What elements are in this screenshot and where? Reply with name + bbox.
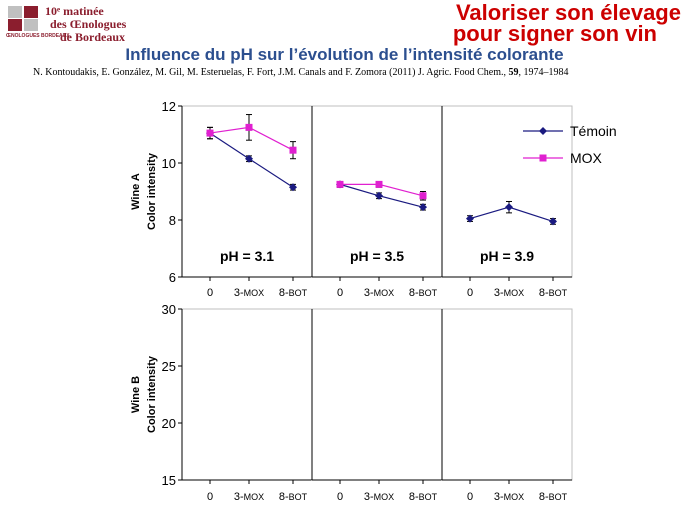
y-tick-label: 6 xyxy=(169,270,176,285)
x-tick-label: 0 xyxy=(467,287,473,299)
x-tick-label: 3-MOX xyxy=(364,287,394,299)
slide-title: Influence du pH sur l’évolution de l’int… xyxy=(125,45,564,64)
y-axis-label-color-intensity: Color intensity xyxy=(146,152,158,230)
oenologues-emblem-icon xyxy=(8,6,38,31)
data-point-temoin xyxy=(375,191,383,200)
x-tick-label: 3-MOX xyxy=(234,287,264,299)
legend-marker-mox xyxy=(539,154,547,162)
x-tick-label: 3-MOX xyxy=(234,491,264,503)
data-point-temoin xyxy=(466,214,474,223)
y-axis-label-wine: Wine B xyxy=(130,376,142,413)
x-tick-label: 8-BOT xyxy=(409,287,438,299)
data-point-temoin xyxy=(245,154,253,163)
y-axis-label-wine: Wine A xyxy=(130,173,142,210)
y-tick-label: 12 xyxy=(162,99,176,114)
x-tick-label: 8-BOT xyxy=(279,491,308,503)
data-point-temoin xyxy=(419,203,427,212)
logo-line-2: des Œnologues xyxy=(50,17,127,31)
y-tick-label: 20 xyxy=(162,416,176,431)
x-tick-label: 0 xyxy=(337,287,343,299)
x-tick-label: 8-BOT xyxy=(409,491,438,503)
y-tick-label: 30 xyxy=(162,302,176,317)
x-tick-label: 0 xyxy=(337,491,343,503)
x-tick-label: 8-BOT xyxy=(539,491,568,503)
y-tick-label: 10 xyxy=(162,156,176,171)
data-point-mox xyxy=(289,146,297,154)
data-point-temoin xyxy=(505,203,513,212)
panel-frame xyxy=(311,308,443,481)
data-point-temoin xyxy=(549,217,557,226)
citation-volume: 59 xyxy=(508,67,519,78)
x-tick-label: 8-BOT xyxy=(279,287,308,299)
x-tick-label: 3-MOX xyxy=(494,287,524,299)
y-tick-label: 8 xyxy=(169,213,176,228)
data-point-temoin xyxy=(289,183,297,192)
x-tick-label: 8-BOT xyxy=(539,287,568,299)
x-tick-label: 3-MOX xyxy=(364,491,394,503)
panel-frame xyxy=(181,308,313,481)
x-tick-label: 0 xyxy=(207,287,213,299)
x-tick-label: 0 xyxy=(207,491,213,503)
series-line-témoin xyxy=(469,206,554,222)
event-logo: ŒNOLOGUES BORDEAUX 10ᵉ matinée des Œnolo… xyxy=(6,4,156,44)
legend-label: Témoin xyxy=(570,123,617,139)
data-point-mox xyxy=(336,180,344,188)
panel-ph-label: pH = 3.1 xyxy=(220,248,274,264)
panel-frame xyxy=(441,308,573,481)
logo-line-1: 10ᵉ matinée xyxy=(45,4,104,18)
y-axis-label-color-intensity: Color intensity xyxy=(146,355,158,433)
data-point-mox xyxy=(206,129,214,137)
data-point-mox xyxy=(375,180,383,188)
logo-line-3: de Bordeaux xyxy=(60,30,126,44)
data-point-mox xyxy=(245,123,253,131)
y-tick-label: 15 xyxy=(162,473,176,488)
x-tick-label: 0 xyxy=(467,491,473,503)
legend-marker-temoin xyxy=(539,127,547,135)
y-tick-label: 25 xyxy=(162,359,176,374)
panel-ph-label: pH = 3.9 xyxy=(480,248,534,264)
slogan-line-2: pour signer son vin xyxy=(452,21,657,46)
slogan-line-1: Valoriser son élevage xyxy=(455,0,681,25)
citation: N. Kontoudakis, E. González, M. Gil, M. … xyxy=(33,67,569,78)
panel-ph-label: pH = 3.5 xyxy=(350,248,404,264)
legend-label: MOX xyxy=(570,150,603,166)
x-tick-label: 3-MOX xyxy=(494,491,524,503)
logo-subtitle: ŒNOLOGUES BORDEAUX xyxy=(6,33,70,39)
data-point-mox xyxy=(419,192,427,200)
